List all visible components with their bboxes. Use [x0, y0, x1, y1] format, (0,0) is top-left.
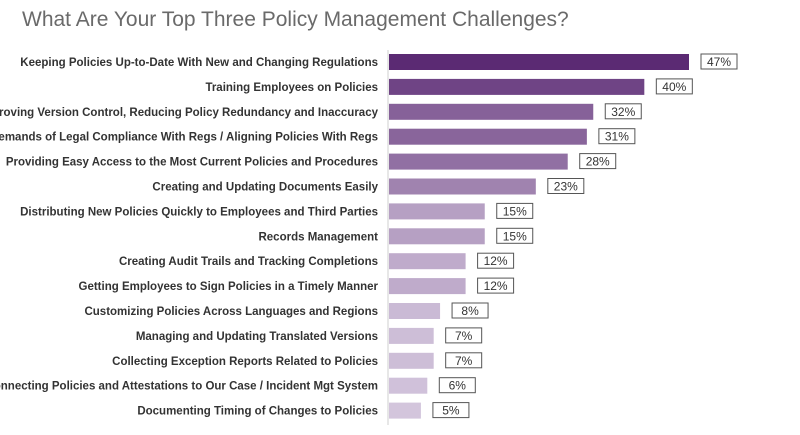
bar — [389, 228, 485, 245]
value-label: 15% — [503, 204, 527, 218]
value-label-box — [451, 302, 489, 319]
category-label: Demands of Legal Compliance With Regs / … — [0, 132, 378, 144]
value-label: 5% — [442, 404, 460, 418]
value-label-box — [700, 53, 738, 70]
value-label-box — [477, 277, 515, 294]
bar — [389, 203, 485, 220]
value-label: 12% — [484, 254, 508, 268]
category-label: Distributing New Policies Quickly to Emp… — [20, 206, 378, 218]
value-label-box — [432, 402, 470, 419]
value-label-box — [496, 227, 534, 244]
value-label: 28% — [586, 155, 610, 169]
bar — [389, 103, 594, 120]
value-label-box — [477, 252, 515, 269]
value-label-box — [445, 327, 483, 344]
value-label-box — [579, 153, 617, 170]
bars-group: Keeping Policies Up-to-Date With New and… — [0, 53, 738, 419]
value-label: 12% — [484, 279, 508, 293]
category-label: Records Management — [258, 231, 378, 243]
value-label: 15% — [503, 229, 527, 243]
value-label-box — [496, 202, 534, 219]
bar — [389, 327, 434, 344]
value-label: 23% — [554, 180, 578, 194]
category-label: Customizing Policies Across Languages an… — [84, 306, 378, 318]
value-label: 32% — [611, 105, 635, 119]
bar — [389, 303, 441, 319]
value-label-box — [598, 128, 636, 145]
bar — [389, 128, 587, 145]
bar — [389, 402, 421, 419]
value-label: 7% — [455, 354, 473, 368]
value-label: 40% — [662, 80, 686, 94]
bar — [389, 178, 536, 195]
category-label: Managing and Updating Translated Version… — [136, 331, 378, 343]
value-label-box — [604, 103, 642, 120]
category-label: Creating Audit Trails and Tracking Compl… — [119, 256, 378, 268]
value-label: 47% — [707, 55, 731, 69]
value-label: 6% — [449, 379, 467, 393]
bar — [389, 352, 434, 369]
category-label: Connecting Policies and Attestations to … — [0, 381, 378, 393]
bar — [389, 78, 645, 95]
bar — [389, 377, 428, 394]
category-label: Improving Version Control, Reducing Poli… — [0, 107, 379, 119]
value-label-box — [547, 178, 585, 194]
chart-title: What Are Your Top Three Policy Managemen… — [22, 8, 569, 31]
value-label-box — [445, 352, 483, 369]
value-label: 7% — [455, 329, 473, 343]
value-label: 8% — [461, 304, 479, 318]
value-label: 31% — [605, 130, 629, 144]
category-label: Providing Easy Access to the Most Curren… — [6, 157, 378, 169]
category-label: Documenting Timing of Changes to Policie… — [137, 406, 378, 418]
category-label: Collecting Exception Reports Related to … — [112, 356, 378, 368]
value-label-box — [438, 377, 476, 394]
bar — [389, 253, 466, 270]
category-label: Creating and Updating Documents Easily — [152, 182, 378, 194]
value-label-box — [655, 78, 693, 95]
category-label: Keeping Policies Up-to-Date With New and… — [20, 57, 378, 69]
category-label: Getting Employees to Sign Policies in a … — [79, 281, 379, 293]
bar — [389, 54, 689, 70]
bar — [389, 153, 568, 170]
category-label: Training Employees on Policies — [205, 82, 378, 94]
bar — [389, 278, 466, 295]
